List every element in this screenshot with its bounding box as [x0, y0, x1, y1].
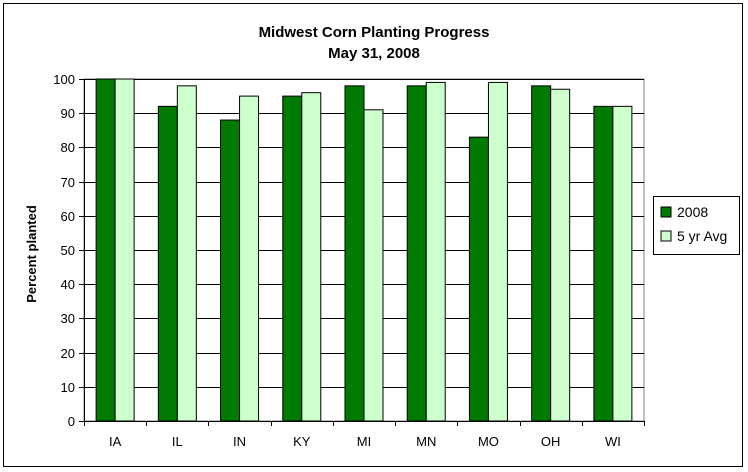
x-tick-label: OH	[541, 434, 561, 449]
bar-oh-series-1	[531, 85, 552, 422]
y-tick-label: 40	[61, 277, 75, 292]
y-tick-label: 70	[61, 175, 75, 190]
bar-mo-series-2	[487, 81, 508, 422]
bar-il-series-1	[157, 105, 178, 422]
bar-mn-series-2	[425, 81, 446, 422]
bar-chart: Midwest Corn Planting Progress May 31, 2…	[24, 24, 740, 449]
y-tick-label: 10	[61, 380, 75, 395]
legend-swatch-1	[660, 206, 672, 218]
y-tick-label: 0	[68, 414, 75, 429]
bar-wi-series-2	[612, 105, 633, 422]
chart-subtitle: May 31, 2008	[328, 45, 420, 62]
legend: 2008 5 yr Avg	[653, 196, 740, 255]
y-tick-label: 30	[61, 311, 75, 326]
bar-mi-series-2	[363, 109, 384, 422]
y-tick-label: 20	[61, 346, 75, 361]
plot-area: 0 10 20 30 40 50 60 70 80 90 100 IA IL IN KY MI MN MO OH WI	[53, 72, 645, 449]
bar-in-series-1	[220, 119, 241, 422]
legend-label-1: 2008	[677, 204, 708, 220]
y-tick-label: 80	[61, 140, 75, 155]
bar-ky-series-1	[282, 95, 303, 422]
x-tick-label: MO	[478, 434, 499, 449]
chart-frame: Midwest Corn Planting Progress May 31, 2…	[3, 3, 743, 467]
bar-ia-series-2	[114, 78, 135, 422]
y-tick-label: 90	[61, 106, 75, 121]
legend-swatch-2	[660, 230, 672, 242]
bar-oh-series-2	[550, 88, 571, 422]
y-tick-label: 50	[61, 243, 75, 258]
chart-title: Midwest Corn Planting Progress	[259, 24, 490, 41]
x-tick-label: MN	[416, 434, 436, 449]
legend-label-2: 5 yr Avg	[677, 228, 727, 244]
x-tick-label: WI	[605, 434, 621, 449]
x-tick-label: IN	[233, 434, 246, 449]
y-tick-label: 100	[53, 72, 75, 87]
x-tick-label: MI	[357, 434, 371, 449]
bar-ky-series-2	[301, 92, 322, 422]
bar-ia-series-1	[95, 78, 116, 422]
bar-wi-series-1	[593, 105, 614, 422]
bar-mo-series-1	[468, 136, 489, 422]
bar-mn-series-1	[406, 85, 427, 422]
y-tick-label: 60	[61, 209, 75, 224]
y-axis-title: Percent planted	[24, 205, 39, 303]
bar-il-series-2	[176, 85, 197, 422]
x-tick-label: IA	[109, 434, 122, 449]
x-tick-label: IL	[172, 434, 183, 449]
legend-box	[653, 196, 740, 255]
x-tick-label: KY	[293, 434, 311, 449]
bar-in-series-2	[239, 95, 260, 422]
bar-mi-series-1	[344, 85, 365, 422]
